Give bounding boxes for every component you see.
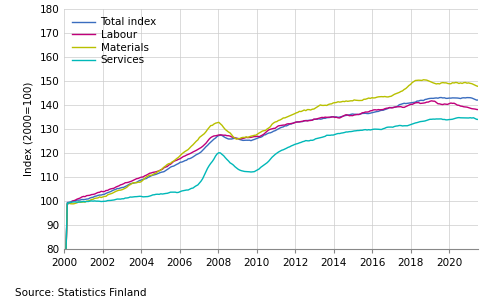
- Materials: [461, 81, 467, 85]
- Services: [121, 197, 127, 201]
- Services: [235, 168, 241, 171]
- Materials: [121, 187, 127, 191]
- Labour: [111, 186, 117, 190]
- Materials: [398, 90, 404, 93]
- Total index: [121, 185, 127, 189]
- Total index: [438, 96, 444, 99]
- Labour: [237, 137, 243, 141]
- Materials: [479, 173, 485, 177]
- Total index: [235, 137, 241, 140]
- Materials: [111, 191, 117, 194]
- Labour: [479, 191, 485, 195]
- Total index: [111, 188, 117, 192]
- Line: Services: Services: [64, 118, 482, 304]
- Labour: [428, 99, 434, 103]
- Labour: [461, 105, 467, 109]
- Y-axis label: Index (2000=100): Index (2000=100): [24, 82, 34, 176]
- Line: Total index: Total index: [64, 98, 482, 304]
- Services: [479, 198, 485, 202]
- Labour: [398, 105, 404, 109]
- Total index: [479, 184, 485, 187]
- Materials: [237, 137, 243, 140]
- Text: Source: Statistics Finland: Source: Statistics Finland: [15, 288, 146, 298]
- Total index: [461, 96, 467, 100]
- Materials: [235, 137, 241, 140]
- Total index: [398, 102, 404, 106]
- Services: [237, 168, 243, 172]
- Services: [461, 116, 467, 120]
- Line: Materials: Materials: [64, 80, 482, 304]
- Labour: [235, 137, 241, 140]
- Total index: [237, 138, 243, 141]
- Legend: Total index, Labour, Materials, Services: Total index, Labour, Materials, Services: [70, 14, 160, 68]
- Labour: [121, 182, 127, 185]
- Line: Labour: Labour: [64, 101, 482, 304]
- Services: [456, 116, 462, 119]
- Services: [111, 198, 117, 202]
- Services: [398, 124, 404, 127]
- Materials: [421, 78, 426, 81]
